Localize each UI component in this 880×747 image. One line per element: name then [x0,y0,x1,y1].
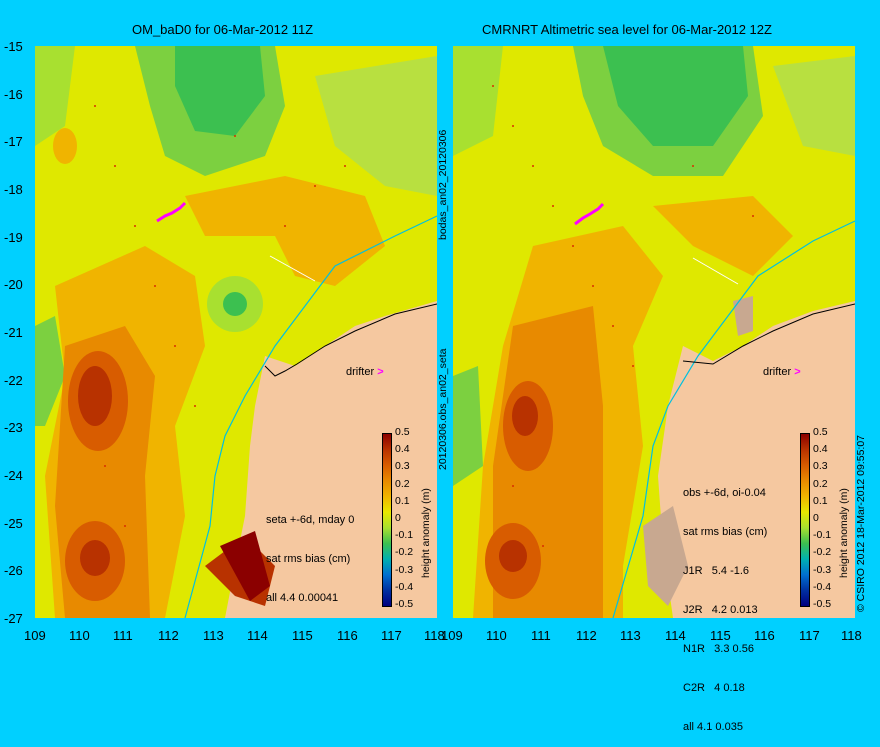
y-tick: -21 [4,325,23,340]
colorbar-tick: 0.2 [395,477,410,490]
x-tick: 110 [486,628,507,643]
colorbar-tick: -0.4 [395,580,414,593]
colorbar-tick: 0.3 [813,460,828,473]
x-tick: 113 [203,628,224,643]
y-tick: -20 [4,277,23,292]
x-tick: 111 [113,628,133,643]
right-annotation: obs +-6d, oi-0.04 sat rms bias (cm) J1R … [683,461,767,747]
annotation-line: C2R 4 0.18 [683,682,745,694]
y-tick: -27 [4,611,23,626]
x-tick: 116 [337,628,358,643]
drifter-arrow-icon: > [794,366,801,378]
drifter-label-right: drifter > [763,366,801,378]
annotation-line: all 4.4 0.00041 [266,592,339,604]
colorbar-tick: -0.5 [813,598,832,610]
x-tick: 114 [247,628,268,643]
y-tick: -18 [4,182,23,197]
x-tick: 115 [292,628,313,643]
middle-label-bottom: 20120306.obs_an02_seta [437,348,449,470]
colorbar-tick: -0.2 [813,546,832,559]
x-tick: 111 [531,628,551,643]
right-panel-title: CMRNRT Altimetric sea level for 06-Mar-2… [482,22,772,37]
colorbar-tick: 0.5 [813,426,828,438]
drifter-text: drifter [346,366,375,378]
colorbar-tick: -0.3 [813,563,832,576]
annotation-line: sat rms bias (cm) [683,526,768,538]
colorbar-tick: 0.2 [813,477,828,490]
x-tick: 116 [754,628,775,643]
colorbar-left [382,433,392,607]
drifter-text: drifter [763,366,792,378]
colorbar-tick: 0 [395,512,401,524]
colorbar-tick: -0.1 [813,529,832,542]
left-map-canvas [35,46,437,618]
drifter-arrow-icon: > [377,366,384,378]
colorbar-tick: 0.1 [813,494,828,507]
y-tick: -24 [4,468,23,483]
annotation-line: N1R 3.3 0.56 [683,643,754,655]
colorbar-tick: 0 [813,512,819,524]
colorbar-tick: -0.5 [395,598,414,610]
x-tick: 113 [620,628,641,643]
annotation-line: all 4.1 0.035 [683,721,743,733]
middle-label-top: bodas_an02_20120306 [437,129,449,240]
x-tick: 114 [665,628,686,643]
right-map-canvas [453,46,855,618]
left-panel-title: OM_baD0 for 06-Mar-2012 11Z [132,22,314,37]
colorbar-tick: 0.4 [813,443,828,456]
left-map-panel [35,46,437,618]
colorbar-right [800,433,810,607]
annotation-line: J1R 5.4 -1.6 [683,565,750,577]
x-tick: 118 [424,628,445,643]
drifter-label-left: drifter > [346,366,384,378]
y-tick: -16 [4,87,23,102]
x-tick: 109 [24,628,46,643]
y-tick: -17 [4,134,23,149]
annotation-line: seta +-6d, mday 0 [266,514,355,526]
x-tick: 117 [799,628,820,643]
y-tick: -23 [4,420,23,435]
right-map-panel [453,46,855,618]
colorbar-label-right: height anomaly (m) [838,488,850,578]
x-tick: 112 [158,628,179,643]
x-tick: 109 [441,628,463,643]
left-annotation: seta +-6d, mday 0 sat rms bias (cm) all … [266,488,354,618]
y-tick: -19 [4,230,23,245]
credit-label: © CSIRO 2012 18-Mar-2012 09:55:07 [855,434,867,612]
annotation-line: J2R 4.2 0.013 [683,604,758,616]
x-tick: 118 [841,628,862,643]
y-tick: -25 [4,516,23,531]
y-tick: -26 [4,563,23,578]
annotation-line: sat rms bias (cm) [266,553,351,565]
colorbar-tick: 0.5 [395,426,410,438]
x-tick: 117 [381,628,402,643]
x-tick: 110 [69,628,90,643]
colorbar-tick: -0.1 [395,529,414,542]
y-tick: -15 [4,39,23,54]
colorbar-tick: 0.3 [395,460,410,473]
colorbar-tick: -0.4 [813,580,832,593]
colorbar-tick: 0.1 [395,494,410,507]
x-tick: 115 [710,628,731,643]
x-tick: 112 [576,628,597,643]
y-tick: -22 [4,373,23,388]
colorbar-tick: -0.2 [395,546,414,559]
colorbar-tick: -0.3 [395,563,414,576]
colorbar-label-left: height anomaly (m) [420,488,432,578]
colorbar-tick: 0.4 [395,443,410,456]
annotation-line: obs +-6d, oi-0.04 [683,487,766,499]
